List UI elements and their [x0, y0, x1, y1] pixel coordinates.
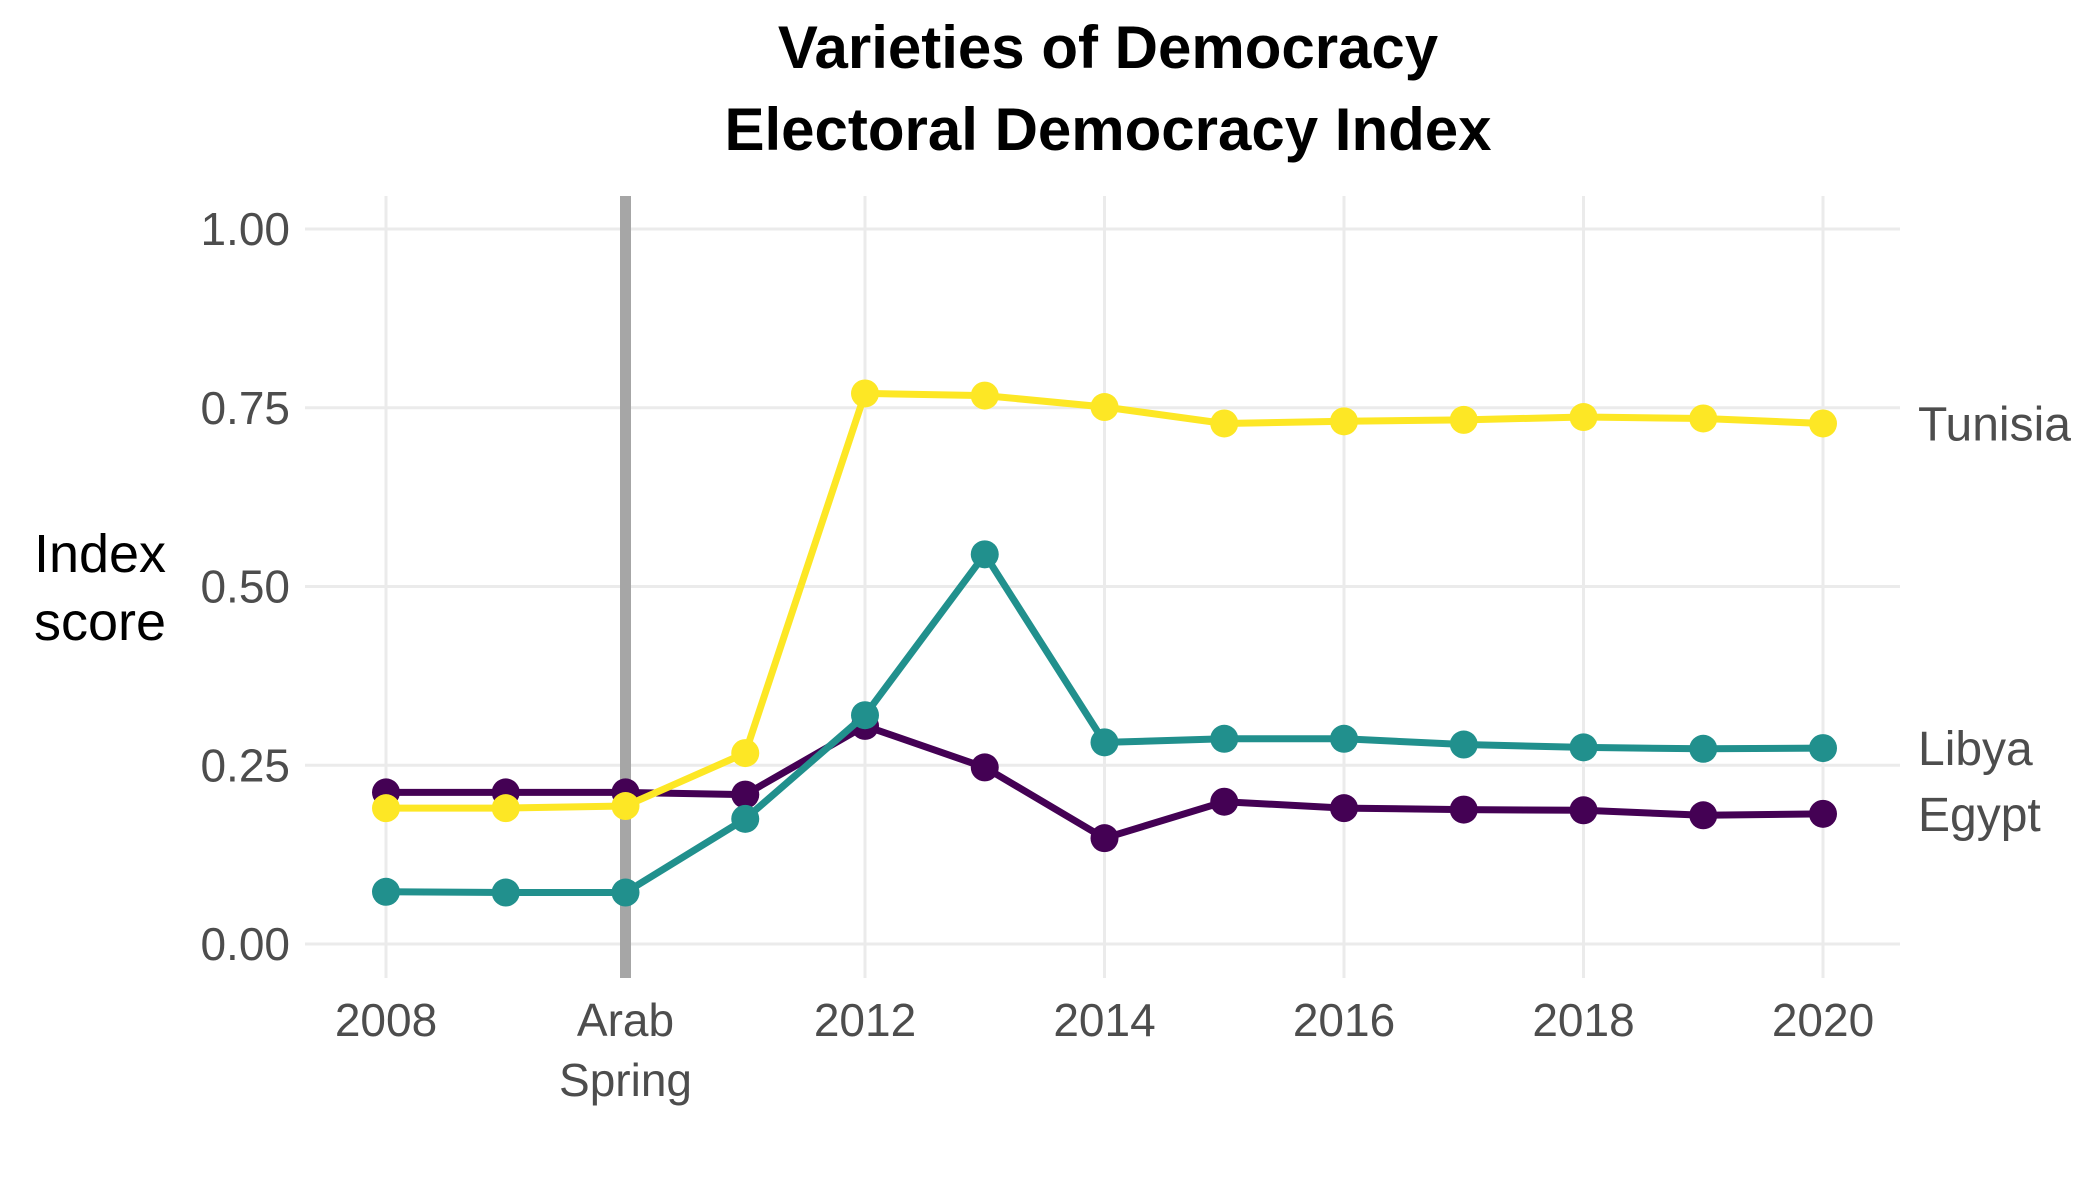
series-label-tunisia: Tunisia — [1918, 398, 2071, 451]
data-point-egypt — [1809, 799, 1837, 828]
data-point-egypt — [970, 753, 999, 782]
data-point-libya — [731, 804, 760, 833]
data-point-tunisia — [1210, 409, 1239, 438]
data-point-tunisia — [1689, 404, 1718, 433]
x-tick-label: Arab — [577, 994, 674, 1046]
data-point-libya — [851, 701, 879, 730]
data-point-libya — [1809, 734, 1837, 763]
y-tick-label: 0.75 — [200, 382, 290, 434]
x-tick-label: Spring — [559, 1054, 692, 1106]
data-point-libya — [970, 540, 999, 569]
data-point-egypt — [1210, 787, 1239, 816]
data-point-egypt — [731, 780, 760, 809]
series-group — [372, 379, 1837, 907]
data-point-tunisia — [491, 794, 520, 823]
data-point-tunisia — [1569, 403, 1598, 432]
data-point-tunisia — [1809, 409, 1837, 438]
y-tick-label: 1.00 — [200, 203, 290, 255]
data-point-egypt — [1090, 824, 1119, 853]
chart-title: Varieties of Democracy Electoral Democra… — [724, 14, 1491, 163]
data-point-libya — [1569, 733, 1598, 762]
y-axis-ticks: 0.00 0.25 0.50 0.75 1.00 — [200, 203, 290, 970]
y-tick-label: 0.25 — [200, 739, 290, 791]
x-tick-label: 2012 — [814, 994, 916, 1046]
data-point-tunisia — [1449, 405, 1478, 434]
x-tick-label: 2020 — [1772, 994, 1874, 1046]
x-tick-label: 2018 — [1532, 994, 1634, 1046]
chart-title-line-1: Varieties of Democracy — [778, 14, 1439, 81]
data-point-tunisia — [611, 792, 640, 821]
series-label-egypt: Egypt — [1918, 789, 2041, 842]
x-tick-label: 2014 — [1053, 994, 1155, 1046]
data-point-libya — [1449, 730, 1478, 759]
data-point-egypt — [1689, 801, 1718, 830]
data-point-egypt — [1449, 795, 1478, 824]
data-point-tunisia — [970, 381, 999, 410]
x-tick-label: 2016 — [1293, 994, 1395, 1046]
data-point-libya — [1210, 724, 1239, 753]
y-axis-label: Index score — [34, 524, 166, 652]
data-point-egypt — [1330, 794, 1358, 823]
chart-title-line-2: Electoral Democracy Index — [724, 96, 1491, 163]
y-tick-label: 0.00 — [200, 918, 290, 970]
series-label-libya: Libya — [1918, 723, 2033, 776]
data-point-tunisia — [372, 794, 400, 823]
grid — [305, 196, 1900, 978]
data-point-egypt — [1569, 796, 1598, 825]
data-point-libya — [1330, 724, 1358, 753]
data-point-libya — [372, 877, 400, 906]
series-tunisia — [372, 379, 1837, 823]
data-point-tunisia — [731, 739, 760, 768]
x-axis-ticks: 2008 Arab Spring 2012 2014 2016 2018 2020 — [335, 994, 1874, 1106]
series-labels: Tunisia Libya Egypt — [1918, 398, 2071, 841]
data-point-tunisia — [851, 379, 879, 408]
series-libya — [372, 540, 1837, 907]
y-tick-label: 0.50 — [200, 561, 290, 613]
y-axis-label-line-1: Index — [34, 524, 166, 584]
data-point-tunisia — [1090, 393, 1119, 422]
data-point-libya — [1689, 734, 1718, 763]
data-point-tunisia — [1330, 407, 1358, 436]
data-point-libya — [611, 878, 640, 907]
data-point-libya — [1090, 728, 1119, 757]
data-point-libya — [491, 878, 520, 907]
x-tick-label: 2008 — [335, 994, 437, 1046]
y-axis-label-line-2: score — [34, 592, 166, 652]
